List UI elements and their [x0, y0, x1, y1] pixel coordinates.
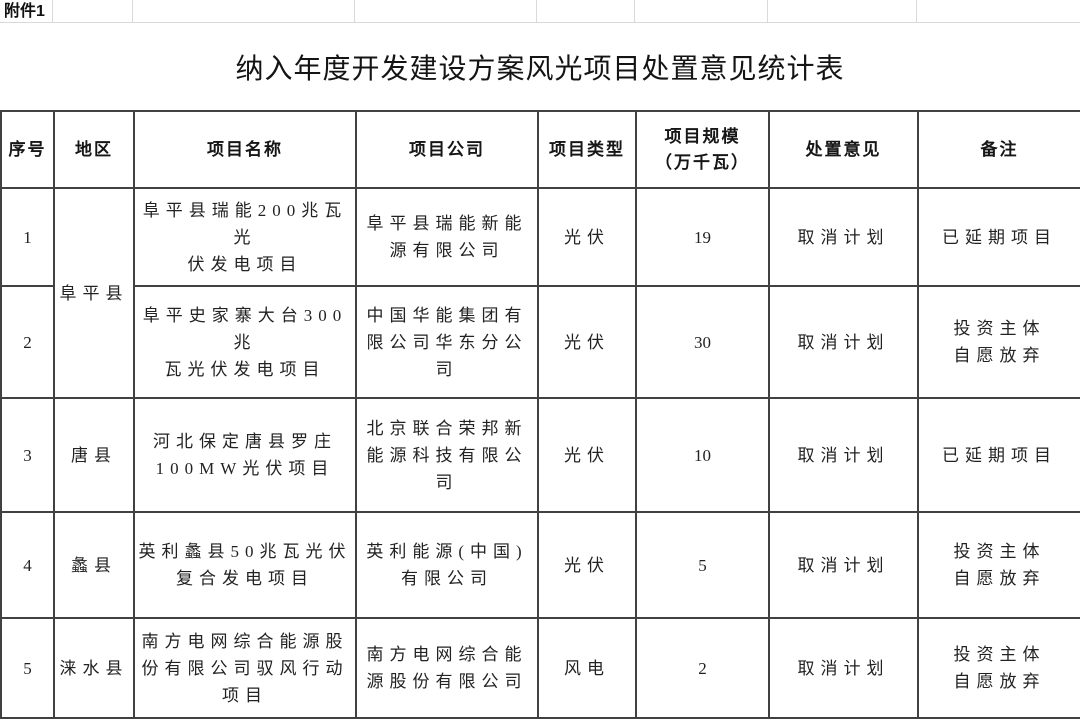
header-region: 地区 [53, 110, 135, 189]
header-project-name: 项目名称 [133, 110, 357, 189]
gridline-cell [53, 0, 133, 22]
cell-type: 光伏 [537, 511, 637, 619]
cell-seq: 5 [0, 617, 55, 719]
cell-note: 投资主体 自愿放弃 [917, 285, 1080, 399]
table-row: 2 阜平史家寨大台300兆 瓦光伏发电项目 中国华能集团有 限公司华东分公 司 … [0, 285, 1080, 399]
header-row: 序号 地区 项目名称 项目公司 项目类型 项目规模 （万千瓦） 处置意见 备注 [0, 110, 1080, 189]
gridline-cell [537, 0, 635, 22]
cell-company: 阜平县瑞能新能 源有限公司 [355, 187, 539, 287]
cell-scale: 5 [635, 511, 770, 619]
cell-scale: 2 [635, 617, 770, 719]
stats-table: 序号 地区 项目名称 项目公司 项目类型 项目规模 （万千瓦） 处置意见 备注 … [0, 110, 1080, 719]
cell-company: 英利能源(中国) 有限公司 [355, 511, 539, 619]
cell-opinion: 取消计划 [768, 285, 919, 399]
header-type: 项目类型 [537, 110, 637, 189]
cell-seq: 4 [0, 511, 55, 619]
cell-type: 光伏 [537, 397, 637, 513]
cell-type: 光伏 [537, 285, 637, 399]
gridline-cell [355, 0, 537, 22]
cell-company: 北京联合荣邦新 能源科技有限公 司 [355, 397, 539, 513]
cell-region-merged: 阜平县 [53, 187, 135, 399]
cell-scale: 10 [635, 397, 770, 513]
table-row: 3 唐县 河北保定唐县罗庄 100MW光伏项目 北京联合荣邦新 能源科技有限公 … [0, 397, 1080, 513]
cell-scale: 30 [635, 285, 770, 399]
table-row: 1 阜平县 阜平县瑞能200兆瓦光 伏发电项目 阜平县瑞能新能 源有限公司 光伏… [0, 187, 1080, 399]
header-company: 项目公司 [355, 110, 539, 189]
cell-note: 已延期项目 [917, 187, 1080, 287]
header-note: 备注 [917, 110, 1080, 189]
cell-type: 风电 [537, 617, 637, 719]
cell-company: 中国华能集团有 限公司华东分公 司 [355, 285, 539, 399]
table-row: 4 蠡县 英利蠡县50兆瓦光伏 复合发电项目 英利能源(中国) 有限公司 光伏 … [0, 511, 1080, 619]
cell-region: 蠡县 [53, 511, 135, 619]
cell-region: 涞水县 [53, 617, 135, 719]
cell-opinion: 取消计划 [768, 187, 919, 287]
cell-seq: 3 [0, 397, 55, 513]
attachment-label: 附件1 [4, 3, 45, 20]
cell-project-name: 英利蠡县50兆瓦光伏 复合发电项目 [133, 511, 357, 619]
cell-project-name: 南方电网综合能源股 份有限公司驭风行动 项目 [133, 617, 357, 719]
cell-note: 投资主体 自愿放弃 [917, 617, 1080, 719]
cell-project-name: 河北保定唐县罗庄 100MW光伏项目 [133, 397, 357, 513]
cell-opinion: 取消计划 [768, 511, 919, 619]
cell-note: 已延期项目 [917, 397, 1080, 513]
gridline-cell [635, 0, 768, 22]
title-band: 纳入年度开发建设方案风光项目处置意见统计表 [0, 23, 1080, 110]
gridline-strip [0, 0, 1080, 23]
page-title: 纳入年度开发建设方案风光项目处置意见统计表 [235, 53, 845, 85]
cell-region: 唐县 [53, 397, 135, 513]
header-scale: 项目规模 （万千瓦） [635, 110, 770, 189]
cell-note: 投资主体 自愿放弃 [917, 511, 1080, 619]
cell-opinion: 取消计划 [768, 397, 919, 513]
cell-seq: 2 [0, 285, 55, 399]
cell-scale: 19 [635, 187, 770, 287]
cell-seq: 1 [0, 187, 55, 287]
gridline-cell [768, 0, 917, 22]
cell-project-name: 阜平县瑞能200兆瓦光 伏发电项目 [133, 187, 357, 287]
cell-opinion: 取消计划 [768, 617, 919, 719]
gridline-cell [133, 0, 355, 22]
table-row: 5 涞水县 南方电网综合能源股 份有限公司驭风行动 项目 南方电网综合能 源股份… [0, 617, 1080, 719]
cell-project-name: 阜平史家寨大台300兆 瓦光伏发电项目 [133, 285, 357, 399]
gridline-cell [0, 0, 53, 22]
gridline-cell [917, 0, 1080, 22]
cell-type: 光伏 [537, 187, 637, 287]
header-seq: 序号 [0, 110, 55, 189]
cell-company: 南方电网综合能 源股份有限公司 [355, 617, 539, 719]
header-opinion: 处置意见 [768, 110, 919, 189]
